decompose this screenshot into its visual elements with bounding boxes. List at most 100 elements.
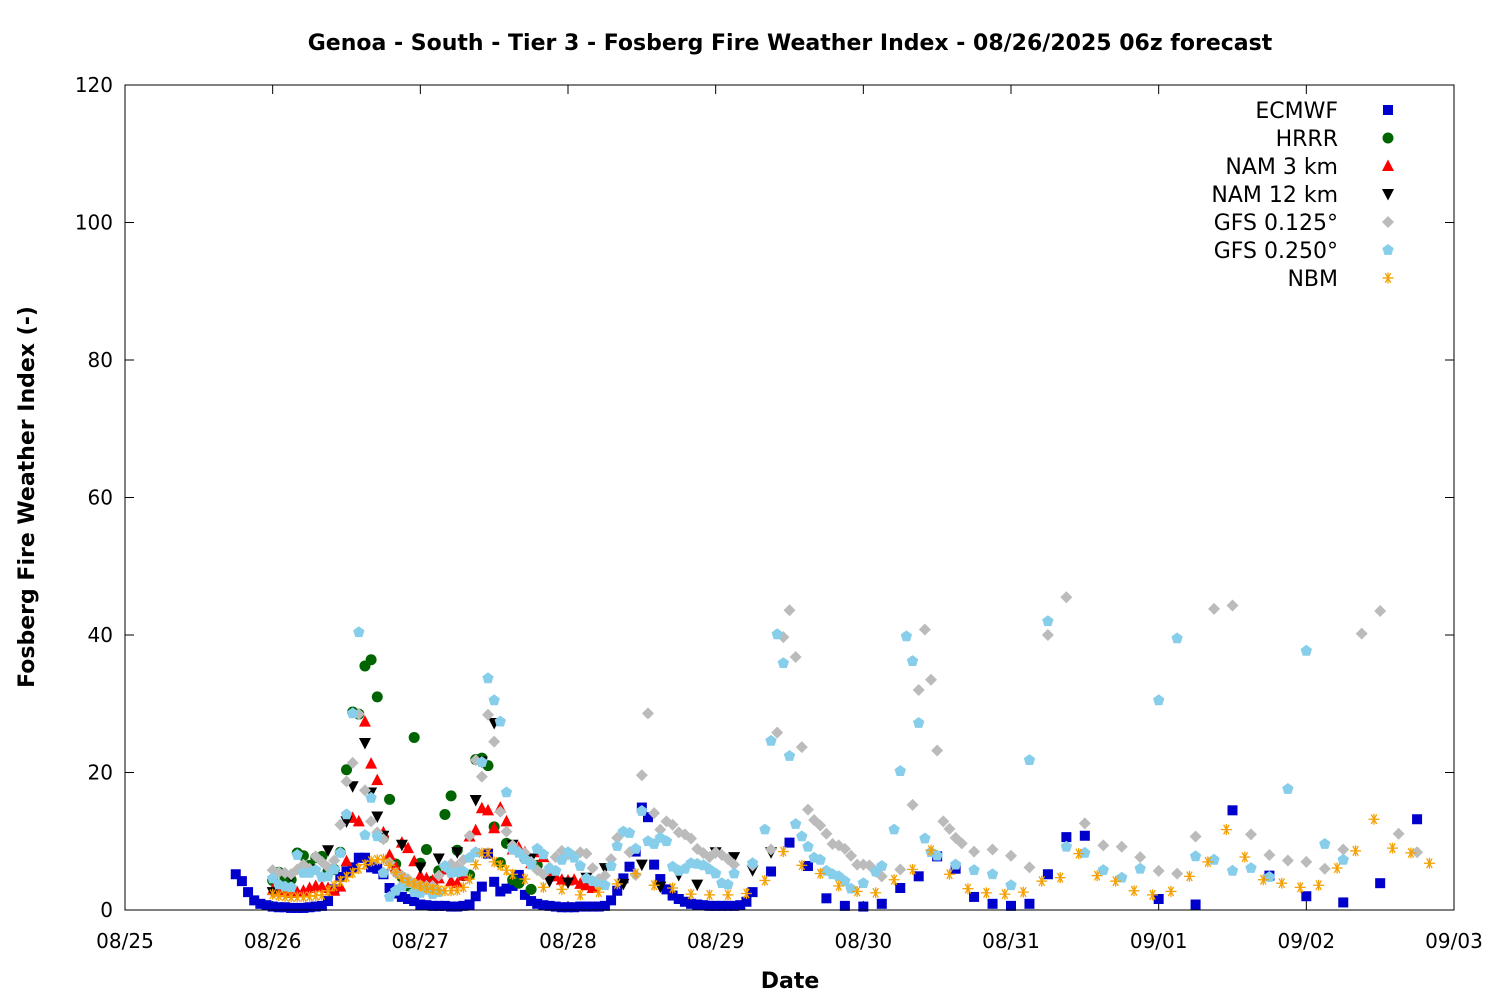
data-point bbox=[365, 815, 378, 828]
data-point bbox=[377, 853, 389, 865]
data-point bbox=[340, 854, 353, 867]
data-point bbox=[353, 852, 364, 863]
data-point bbox=[267, 888, 279, 900]
x-tick-label: 09/01 bbox=[1130, 929, 1188, 953]
series-6 bbox=[267, 813, 1435, 903]
x-tick-label: 09/03 bbox=[1425, 929, 1483, 953]
data-point bbox=[858, 901, 869, 912]
data-point bbox=[704, 889, 716, 901]
data-point bbox=[1006, 900, 1016, 911]
data-point bbox=[322, 845, 335, 857]
data-point bbox=[236, 876, 247, 887]
data-point bbox=[482, 803, 495, 816]
data-point bbox=[409, 896, 420, 907]
data-point bbox=[925, 673, 938, 686]
data-point bbox=[606, 895, 617, 906]
data-point bbox=[906, 655, 919, 666]
x-tick-label: 08/30 bbox=[835, 929, 893, 953]
data-point bbox=[1097, 864, 1109, 875]
data-point bbox=[771, 726, 784, 739]
data-point bbox=[962, 883, 974, 895]
data-point bbox=[1350, 845, 1362, 857]
data-point bbox=[1060, 840, 1073, 852]
data-point bbox=[777, 657, 790, 668]
data-point bbox=[513, 846, 525, 858]
data-point bbox=[1091, 870, 1103, 882]
data-point bbox=[704, 900, 715, 911]
data-point bbox=[919, 832, 931, 844]
data-point bbox=[513, 869, 524, 880]
data-point bbox=[1171, 632, 1183, 644]
data-point bbox=[1153, 894, 1164, 904]
data-point bbox=[839, 900, 850, 911]
axis-ticks: 08/25 08/26 08/27 08/28 08/29 08/30 08/31 09/01… bbox=[75, 73, 1483, 953]
data-point bbox=[741, 896, 752, 907]
data-point bbox=[838, 842, 851, 855]
data-point bbox=[1054, 872, 1066, 884]
data-point bbox=[249, 895, 260, 906]
data-point bbox=[635, 769, 648, 782]
data-point bbox=[494, 805, 507, 818]
data-point bbox=[446, 901, 457, 912]
data-point bbox=[728, 852, 741, 864]
data-point bbox=[396, 891, 407, 902]
data-point bbox=[900, 630, 913, 642]
data-point bbox=[740, 888, 752, 899]
data-point bbox=[358, 784, 371, 797]
data-point bbox=[384, 883, 395, 893]
data-point bbox=[686, 898, 697, 909]
data-point bbox=[605, 860, 617, 871]
data-point bbox=[390, 866, 402, 878]
data-point bbox=[470, 891, 481, 902]
data-point bbox=[488, 735, 501, 748]
x-tick-label: 08/29 bbox=[687, 929, 745, 953]
data-point bbox=[574, 889, 586, 901]
data-point bbox=[285, 881, 297, 893]
data-point bbox=[358, 737, 371, 750]
data-point bbox=[765, 734, 777, 746]
data-point bbox=[1005, 879, 1017, 891]
data-point bbox=[728, 858, 741, 871]
data-point bbox=[1227, 805, 1238, 816]
data-point bbox=[1165, 885, 1177, 897]
y-tick-label: 120 bbox=[75, 73, 113, 97]
data-point bbox=[550, 901, 561, 912]
data-point bbox=[1061, 832, 1072, 843]
data-point bbox=[641, 707, 654, 720]
data-point bbox=[722, 900, 733, 911]
chart-title: Genoa - South - Tier 3 - Fosberg Fire We… bbox=[308, 31, 1273, 56]
data-point bbox=[489, 876, 500, 887]
data-point bbox=[366, 862, 377, 873]
legend: ECMWF HRRR NAM 3 km NAM 12 km GFS 0.125° GFS … bbox=[1211, 99, 1394, 292]
data-point bbox=[821, 893, 832, 904]
data-point bbox=[685, 832, 698, 845]
data-point bbox=[469, 795, 482, 807]
legend-label: NAM 12 km bbox=[1211, 183, 1338, 208]
data-point bbox=[931, 744, 944, 757]
data-point bbox=[420, 844, 432, 855]
data-point bbox=[1368, 813, 1380, 825]
data-point bbox=[833, 880, 845, 892]
data-point bbox=[851, 858, 864, 871]
data-point bbox=[654, 823, 667, 836]
data-point bbox=[1294, 881, 1306, 893]
data-point bbox=[519, 873, 531, 885]
data-point bbox=[895, 883, 906, 893]
data-point bbox=[1392, 827, 1405, 840]
data-point bbox=[537, 881, 549, 893]
data-point bbox=[611, 878, 623, 890]
data-point bbox=[969, 891, 980, 902]
legend-marker bbox=[1382, 244, 1394, 255]
data-point bbox=[987, 898, 998, 909]
data-point bbox=[414, 880, 426, 892]
y-tick-label: 40 bbox=[88, 623, 113, 647]
data-point bbox=[722, 878, 734, 890]
data-point bbox=[243, 887, 254, 898]
data-point bbox=[912, 684, 925, 696]
data-point bbox=[771, 628, 783, 640]
x-axis-label: Date bbox=[761, 969, 820, 994]
data-point bbox=[802, 861, 813, 871]
data-point bbox=[457, 881, 469, 893]
data-point bbox=[1097, 839, 1110, 852]
data-point bbox=[661, 884, 672, 895]
